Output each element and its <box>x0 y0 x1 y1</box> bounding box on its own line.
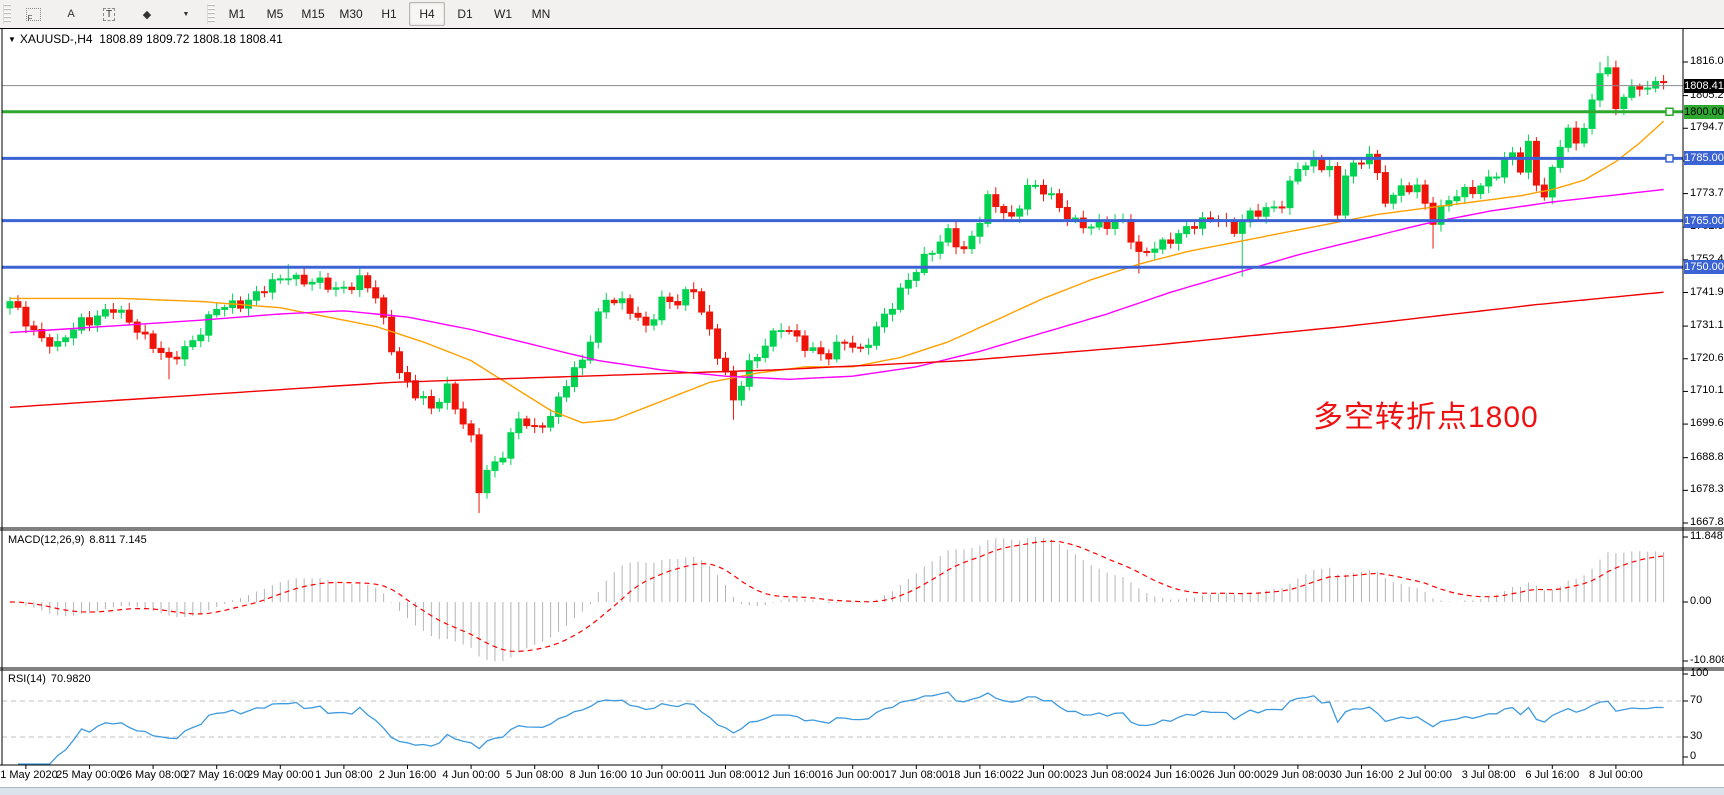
toolbar-grip[interactable] <box>3 4 11 24</box>
rsi-axis-30: 30 <box>1690 730 1703 742</box>
macd-signal-line <box>9 540 1664 653</box>
text-box-icon: T <box>102 7 116 21</box>
time-tick-10 Jun 00:00: 10 Jun 00:00 <box>630 769 694 781</box>
macd-axis-0.00: 0.00 <box>1690 595 1712 607</box>
time-tick-21 May 2020: 21 May 2020 <box>0 769 58 781</box>
symbol-timeframe-label: XAUUSD-,H4 <box>19 32 93 46</box>
timeframe-button-M30[interactable]: M30 <box>339 7 363 21</box>
window-bottom-strip <box>0 787 1724 795</box>
time-tick-8 Jun 16:00: 8 Jun 16:00 <box>569 769 628 781</box>
toolbar: F A T ◆ ▼ M1 M5 M15 M30 H1 H4 D1 W1 MN <box>0 0 1724 29</box>
price-tick-1731.10: 1731.10 <box>1690 319 1724 332</box>
macd-axis--10.808: -10.808 <box>1690 654 1724 666</box>
time-tick-11 Jun 08:00: 11 Jun 08:00 <box>694 769 757 781</box>
candlesticks <box>6 55 1668 514</box>
time-tick-2 Jun 16:00: 2 Jun 16:00 <box>378 769 437 781</box>
text-label-tool-button[interactable]: T <box>91 2 127 26</box>
price-badge-1785.00: 1785.00 <box>1684 151 1724 166</box>
price-tick-1678.30: 1678.30 <box>1690 483 1724 496</box>
timeframe-button-M15[interactable]: M15 <box>301 7 325 21</box>
time-tick-27 May 16:00: 27 May 16:00 <box>183 769 251 781</box>
time-tick-6 Jul 16:00: 6 Jul 16:00 <box>1525 769 1580 781</box>
frame-f-tool-button[interactable]: F <box>15 2 51 26</box>
time-tick-22 Jun 00:00: 22 Jun 00:00 <box>1011 769 1076 781</box>
time-tick-29 May 00:00: 29 May 00:00 <box>246 769 314 781</box>
macd-panel[interactable] <box>2 531 1683 667</box>
time-tick-16 Jun 00:00: 16 Jun 00:00 <box>820 769 885 781</box>
price-tick-1720.60: 1720.60 <box>1690 351 1724 364</box>
text-annotation-tool-button[interactable]: A <box>53 2 89 26</box>
time-tick-4 Jun 00:00: 4 Jun 00:00 <box>442 769 500 781</box>
rsi-axis-0: 0 <box>1690 750 1697 762</box>
price-tick-1667.80: 1667.80 <box>1690 516 1724 528</box>
price-badge-1765.00: 1765.00 <box>1684 213 1724 228</box>
toolbar-grip-2[interactable] <box>207 4 215 24</box>
macd-name: MACD(12,26,9) <box>8 534 85 546</box>
rsi-panel[interactable] <box>2 671 1683 765</box>
time-tick-25 May 00:00: 25 May 00:00 <box>56 769 123 781</box>
timeframe-buttons-group: M1 M5 M15 M30 H1 H4 D1 W1 MN <box>218 2 560 26</box>
time-tick-30 Jun 16:00: 30 Jun 16:00 <box>1329 769 1394 781</box>
timeframe-button-MN[interactable]: MN <box>531 7 551 21</box>
cursor-tool-button[interactable]: ◆ <box>129 2 165 26</box>
timeframe-button-M5[interactable]: M5 <box>266 7 284 21</box>
time-tick-18 Jun 16:00: 18 Jun 16:00 <box>948 769 1012 781</box>
level-line-handle-1800[interactable] <box>1665 107 1674 117</box>
timeframe-button-M1[interactable]: M1 <box>228 7 246 21</box>
time-tick-29 Jun 08:00: 29 Jun 08:00 <box>1266 769 1330 781</box>
time-tick-23 Jun 08:00: 23 Jun 08:00 <box>1075 769 1139 781</box>
timeframe-button-H1[interactable]: H1 <box>381 7 397 21</box>
main-chart-panel[interactable] <box>2 29 1683 527</box>
cursor-tool-dropdown-button[interactable]: ▼ <box>167 2 203 26</box>
macd-axis-11.848: 11.848 <box>1690 530 1723 542</box>
chart-title: ▼ XAUUSD-,H4 1808.89 1809.72 1808.18 1808… <box>8 32 283 46</box>
ohlc-values: 1808.89 1809.72 1808.18 1808.41 <box>99 32 283 46</box>
time-tick-5 Jun 08:00: 5 Jun 08:00 <box>505 769 564 781</box>
timeframe-button-H4[interactable]: H4 <box>409 2 445 26</box>
time-tick-26 Jun 00:00: 26 Jun 00:00 <box>1202 769 1267 781</box>
rsi-current-value: 70.9820 <box>50 673 91 685</box>
rsi-axis-70: 70 <box>1690 694 1703 706</box>
price-tick-1773.70: 1773.70 <box>1690 186 1724 199</box>
time-tick-8 Jul 00:00: 8 Jul 00:00 <box>1588 769 1643 781</box>
rsi-line <box>17 691 1664 765</box>
collapse-triangle-icon[interactable]: ▼ <box>8 35 16 44</box>
time-tick-1 Jun 08:00: 1 Jun 08:00 <box>315 769 373 781</box>
price-badge-1808.41: 1808.41 <box>1684 78 1724 93</box>
macd-histogram <box>17 536 1665 662</box>
price-tick-1741.90: 1741.90 <box>1690 285 1724 298</box>
rsi-axis-100: 100 <box>1690 667 1709 679</box>
dotted-frame-icon: F <box>25 7 41 23</box>
time-tick-17 Jun 08:00: 17 Jun 08:00 <box>884 769 949 781</box>
macd-indicator-label: MACD(12,26,9) 8.811 7.145 <box>8 534 147 546</box>
rsi-indicator-label: RSI(14) 70.9820 <box>8 673 91 685</box>
dropdown-caret-icon: ▼ <box>182 10 190 18</box>
ma-slow-red[interactable] <box>9 291 1664 408</box>
macd-current-values: 8.811 7.145 <box>89 534 147 546</box>
timeframe-button-D1[interactable]: D1 <box>457 7 473 21</box>
drawing-tools-group: F A T ◆ <box>14 2 166 26</box>
time-tick-26 May 08:00: 26 May 08:00 <box>119 769 187 781</box>
price-badge-1800.00: 1800.00 <box>1684 104 1724 119</box>
time-tick-24 Jun 16:00: 24 Jun 16:00 <box>1138 769 1203 781</box>
price-tick-1794.70: 1794.70 <box>1690 121 1724 134</box>
price-tick-1688.80: 1688.80 <box>1690 450 1724 463</box>
cursor-tool-icon: ◆ <box>142 8 152 21</box>
rsi-name: RSI(14) <box>8 673 46 685</box>
price-tick-1699.60: 1699.60 <box>1690 417 1724 430</box>
price-badge-1750.00: 1750.00 <box>1684 260 1724 275</box>
ma-mid-magenta[interactable] <box>9 188 1664 381</box>
time-tick-3 Jul 08:00: 3 Jul 08:00 <box>1461 769 1516 781</box>
time-tick-12 Jun 16:00: 12 Jun 16:00 <box>757 769 821 781</box>
price-tick-1816.00: 1816.00 <box>1690 55 1724 67</box>
text-annotation-tool-icon: A <box>67 8 75 20</box>
price-tick-1710.10: 1710.10 <box>1690 384 1724 397</box>
time-tick-2 Jul 00:00: 2 Jul 00:00 <box>1398 769 1452 781</box>
chart-text-annotation[interactable]: 多空转折点1800 <box>1313 401 1539 434</box>
level-line-handle-1785[interactable] <box>1665 154 1674 163</box>
timeframe-button-W1[interactable]: W1 <box>494 7 512 21</box>
